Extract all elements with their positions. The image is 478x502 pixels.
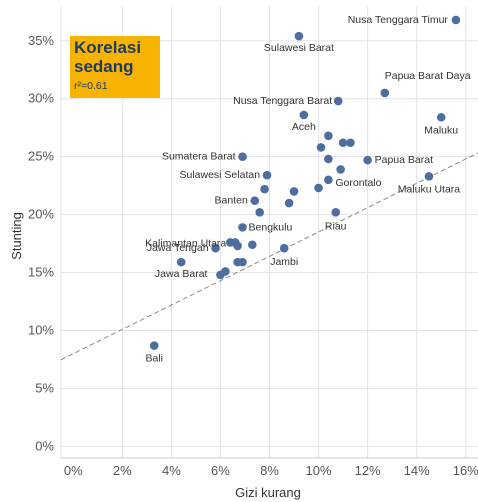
data-point <box>250 196 260 206</box>
data-point <box>294 31 304 41</box>
data-point <box>248 240 257 250</box>
data-point <box>333 96 343 106</box>
data-point <box>324 175 333 185</box>
data-point <box>260 184 269 194</box>
point-label: Sulawesi Selatan <box>179 169 260 181</box>
point-label: Papua Barat Daya <box>385 70 471 82</box>
point-label: Bali <box>145 353 163 365</box>
trendline-layer <box>60 152 478 361</box>
point-label: Jawa Barat <box>155 268 208 280</box>
data-point <box>299 110 309 120</box>
point-label: Kalimantan Utara <box>145 237 226 249</box>
data-point <box>338 138 348 148</box>
y-tick-label: 20% <box>28 207 54 222</box>
axis-ticks: 0% 5% 10% 15% 20% 25% 30% 35% 0% 2% 4% 6% 8% 10% 12% 14… <box>28 33 478 478</box>
annotation-r2: r²=0.61 <box>74 80 108 92</box>
point-label: Nusa Tenggara Timur <box>348 14 449 26</box>
annotation-title: Korelasi sedang <box>74 38 141 76</box>
data-point <box>314 183 323 193</box>
x-tick-label: 6% <box>211 463 230 478</box>
data-point <box>149 341 159 350</box>
point-label: Gorontalo <box>335 177 381 189</box>
point-label: Maluku <box>424 124 458 136</box>
data-point <box>324 154 333 164</box>
x-tick-label: 4% <box>162 463 181 478</box>
data-point <box>216 270 225 280</box>
data-point <box>238 223 247 232</box>
point-labels-layer: Nusa Tenggara Timur Sulawesi Barat Papua B… <box>145 14 471 365</box>
data-point <box>380 88 390 98</box>
gridlines <box>61 6 478 458</box>
data-point <box>279 243 289 253</box>
x-tick-label: 14% <box>404 463 430 478</box>
y-tick-label: 5% <box>35 380 54 395</box>
y-tick-label: 30% <box>28 91 54 106</box>
point-label: Papua Barat <box>375 154 433 166</box>
annotation-title-line1: Korelasi <box>74 38 142 57</box>
data-point <box>451 15 461 25</box>
data-point <box>336 165 345 174</box>
data-point <box>316 143 326 152</box>
x-axis-title: Gizi kurang <box>235 485 301 500</box>
data-point <box>331 207 341 217</box>
data-point <box>346 138 355 148</box>
data-point <box>238 257 247 267</box>
point-label: Banten <box>215 195 248 207</box>
x-tick-label: 16% <box>453 463 478 478</box>
data-point <box>436 112 446 122</box>
point-label: Jawa Tengah <box>147 242 209 254</box>
data-point <box>324 131 333 141</box>
correlation-annotation: Korelasi sedang r²=0.61 <box>70 36 160 98</box>
y-tick-label: 15% <box>28 265 54 280</box>
x-tick-label: 0% <box>64 463 83 478</box>
point-label: Sumatera Barat <box>162 151 236 163</box>
data-point <box>211 243 220 253</box>
point-label: Sulawesi Barat <box>264 42 334 54</box>
x-tick-label: 2% <box>113 463 132 478</box>
x-tick-label: 8% <box>260 463 279 478</box>
trendline <box>60 152 478 361</box>
point-label: Riau <box>325 220 347 232</box>
x-tick-label: 12% <box>355 463 381 478</box>
data-point <box>284 198 294 208</box>
data-point <box>262 170 272 180</box>
point-label: Aceh <box>292 121 316 133</box>
data-point <box>363 155 372 165</box>
data-point <box>289 187 299 196</box>
point-label: Bengkulu <box>249 221 293 233</box>
points-layer <box>149 15 461 350</box>
y-tick-label: 35% <box>28 33 54 48</box>
data-point <box>255 207 264 217</box>
y-axis-title: Stunting <box>9 212 24 260</box>
annotation-title-line2: sedang <box>74 57 134 76</box>
data-point <box>176 257 186 267</box>
x-tick-label: 10% <box>306 463 332 478</box>
point-label: Nusa Tenggara Barat <box>233 95 332 107</box>
data-point <box>233 241 242 251</box>
y-tick-label: 25% <box>28 149 54 164</box>
y-tick-label: 0% <box>35 438 54 453</box>
data-point <box>424 172 434 181</box>
y-tick-label: 10% <box>28 323 54 338</box>
data-point <box>238 152 247 161</box>
point-label: Maluku Utara <box>398 183 461 195</box>
point-label: Jambi <box>270 256 298 268</box>
